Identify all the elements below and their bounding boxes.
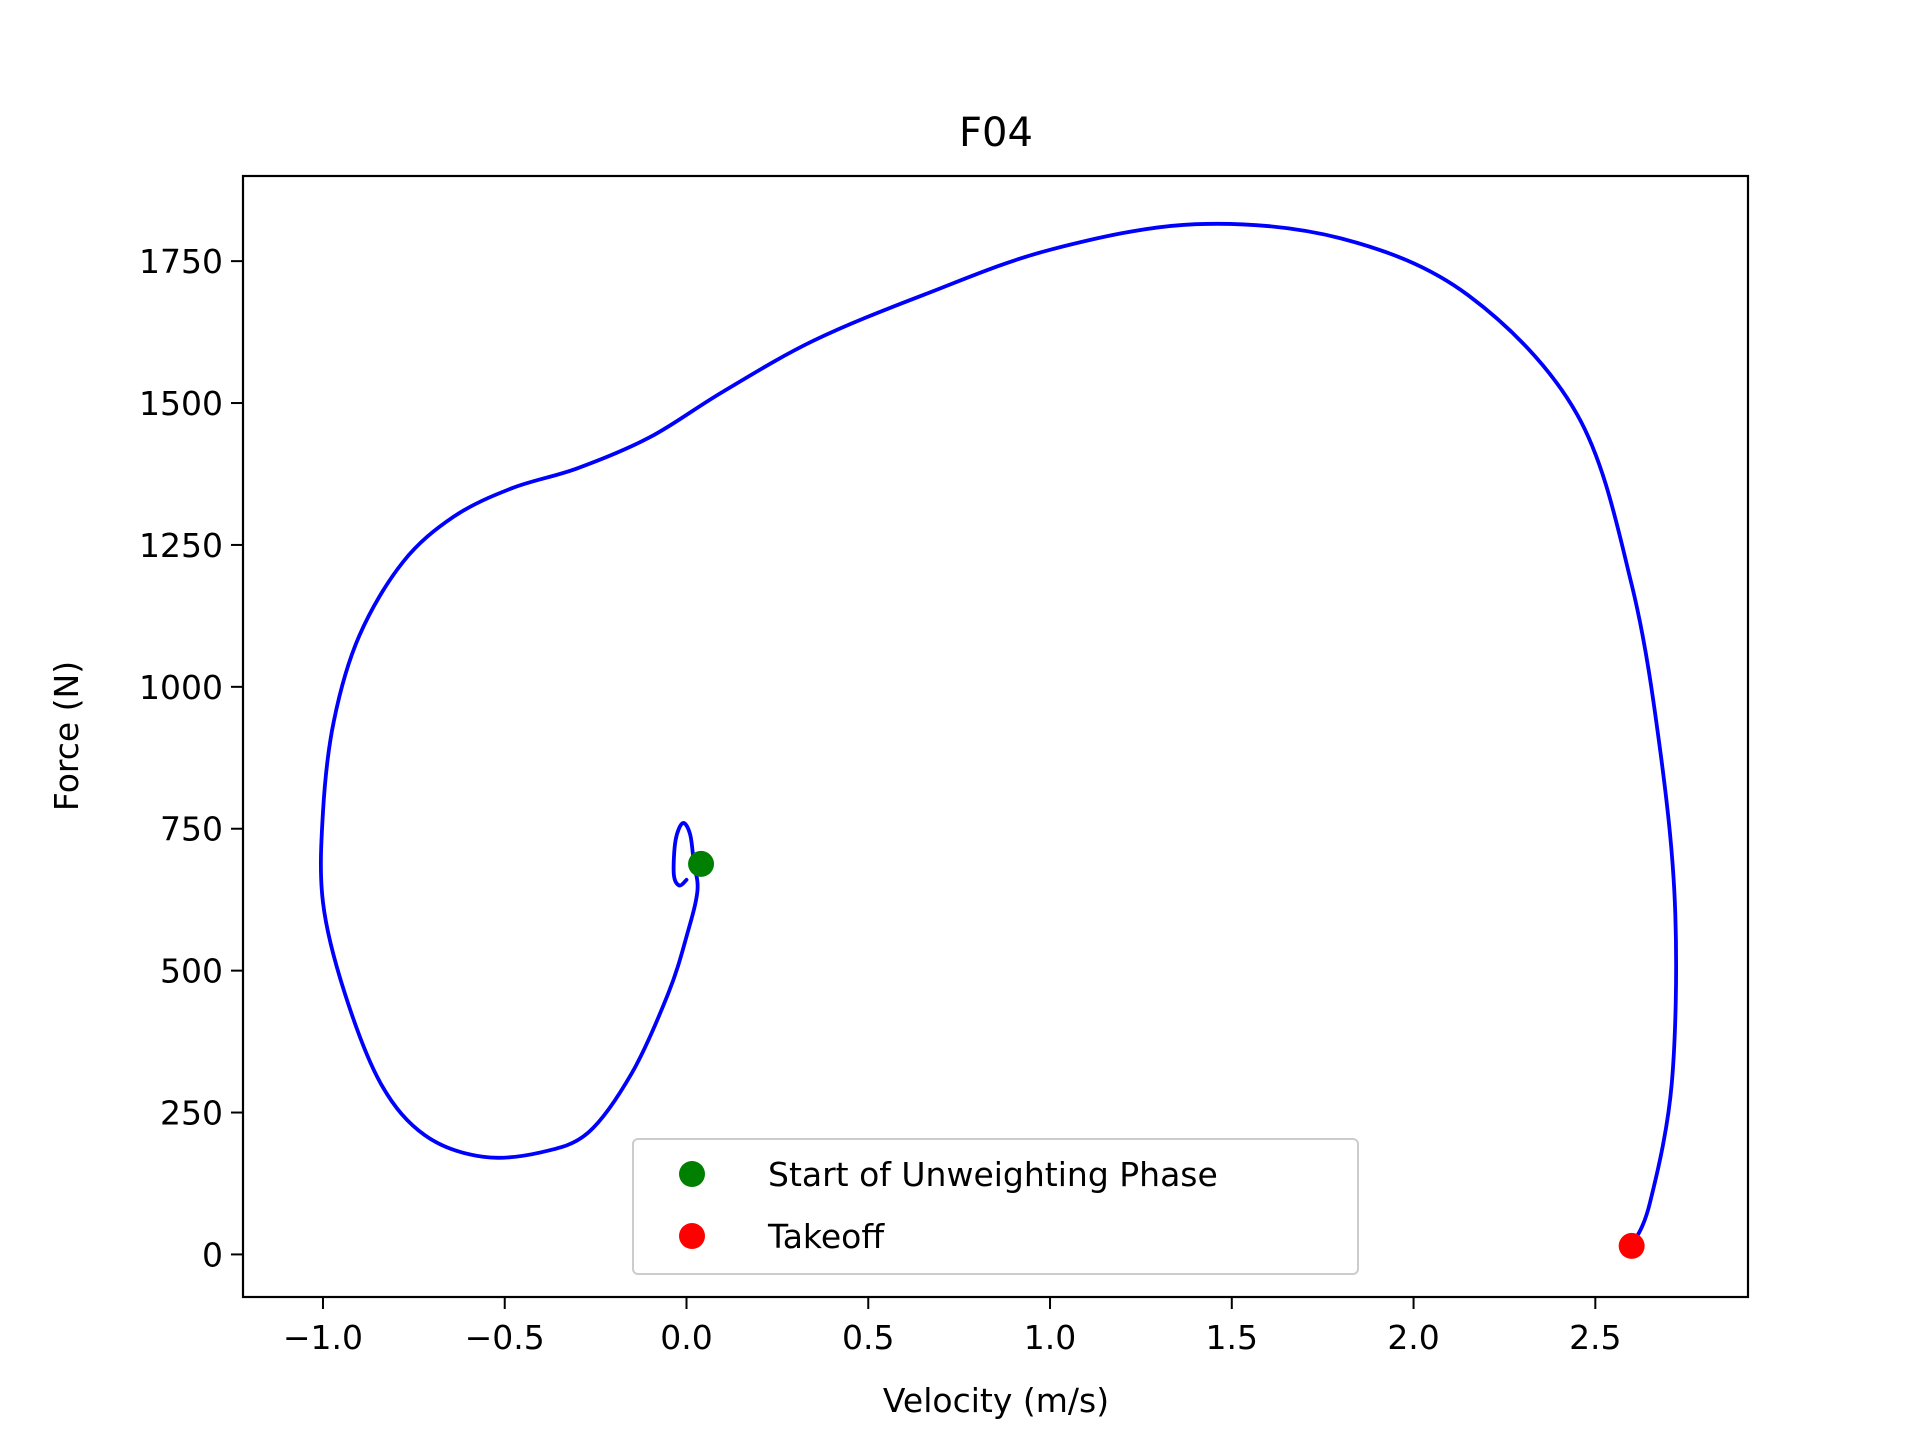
plot-frame (241, 174, 1750, 1299)
x-axis-label: Velocity (m/s) (883, 1381, 1109, 1420)
y-tick-label: 750 (160, 810, 223, 849)
x-tick-label: 1.0 (1024, 1318, 1076, 1357)
legend: Start of Unweighting Phase Takeoff (632, 1138, 1359, 1275)
y-tick-label: 250 (160, 1094, 223, 1133)
y-tick-label: 0 (202, 1235, 223, 1274)
x-tick-label: −1.0 (283, 1318, 363, 1357)
y-tick-label: 1750 (139, 242, 223, 281)
x-tick-label: −0.5 (465, 1318, 545, 1357)
legend-box (632, 1138, 1359, 1275)
x-tick-label: 2.0 (1387, 1318, 1439, 1357)
x-tick-label: 0.5 (842, 1318, 894, 1357)
legend-marker (679, 1161, 705, 1187)
legend-label: Takeoff (767, 1217, 885, 1256)
chart-title: F04 (959, 110, 1033, 156)
x-tick-label: 1.5 (1206, 1318, 1258, 1357)
y-axis-ticks: 0 250 500 750 1000 1250 1500 1750 (139, 242, 243, 1274)
y-axis-label: Force (N) (47, 661, 86, 811)
x-tick-label: 0.0 (660, 1318, 712, 1357)
y-tick-label: 1250 (139, 526, 223, 565)
marker-layer (688, 850, 1645, 1259)
takeoff-point (1618, 1232, 1645, 1259)
y-tick-label: 500 (160, 952, 223, 991)
series-layer (318, 221, 1679, 1248)
x-axis-ticks: −1.0 −0.5 0.0 0.5 1.0 1.5 2.0 2.5 (283, 1297, 1622, 1357)
unweighting-start-point (688, 850, 715, 877)
y-tick-label: 1000 (139, 668, 223, 707)
x-tick-label: 2.5 (1569, 1318, 1621, 1357)
y-tick-label: 1500 (139, 384, 223, 423)
legend-label: Start of Unweighting Phase (768, 1155, 1218, 1194)
force-velocity-curve (318, 221, 1679, 1248)
legend-marker (679, 1223, 705, 1249)
